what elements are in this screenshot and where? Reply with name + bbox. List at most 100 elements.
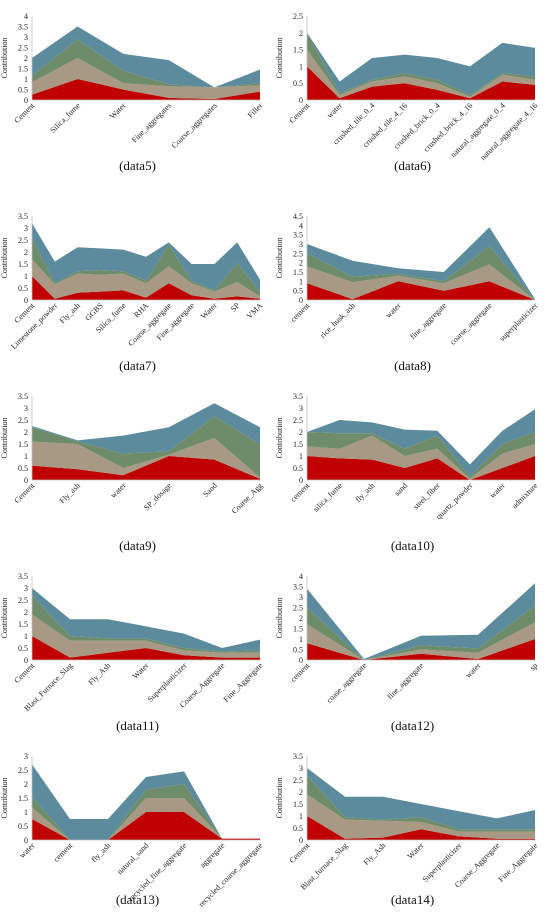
x-tick-label: Coarse_aggregates (170, 101, 219, 150)
x-tick-label: Fine_aggregates (130, 101, 173, 144)
y-tick-label: 3.5 (293, 583, 303, 592)
area-series-1 (307, 281, 535, 300)
x-tick-label: Fly_Ash (362, 841, 388, 867)
x-tick-label: SP (229, 301, 242, 314)
x-tick-label: water (488, 481, 507, 500)
chart-panel-6: 0 0.5 1 1.5 2 2.5 3 3.5 Contribution cement silica… (275, 380, 550, 560)
x-tick-label: VMA (245, 301, 265, 321)
area-series-4 (32, 403, 260, 454)
area-series-4 (307, 409, 535, 477)
area-chart: 00.511.522.533.5ContributionCementBlast_… (0, 572, 265, 713)
chart-caption: (data13) (115, 892, 160, 907)
y-tick-label: 0 (299, 96, 303, 105)
y-tick-label: 0.5 (18, 86, 28, 95)
area-series-2 (307, 264, 535, 300)
area-series-1 (307, 66, 535, 100)
y-tick-label: 1.5 (18, 65, 28, 74)
y-tick-label: 1 (24, 272, 28, 281)
y-tick-label: 1.5 (293, 625, 303, 634)
x-tick-label: Sand (201, 481, 219, 499)
area-series-4 (32, 26, 260, 88)
y-tick-label: 1 (24, 632, 28, 641)
y-tick-label: 3 (24, 752, 28, 761)
x-tick-label: natural_aggregate_4_16 (478, 101, 539, 162)
chart-panel-7: 0 0.5 1 1.5 2 2.5 3 3.5 Contribution Cement Blast_… (0, 560, 275, 740)
chart-caption: (data9) (119, 538, 156, 553)
y-axis-label: Contribution (0, 38, 9, 79)
x-tick-label: Fly_ash (58, 481, 82, 505)
chart-panel-9: 0 0.5 1 1.5 2 2.5 3 Contribution water cement fly_… (0, 740, 275, 914)
chart-panel-3: 0 0.5 1 1.5 2 2.5 3 3.5 Contribution Cement Limest… (0, 200, 275, 380)
x-tick-label: natural_sand (115, 841, 150, 876)
y-tick-label: 0 (24, 656, 28, 665)
x-tick-label: water (109, 481, 128, 500)
y-tick-label: 2.5 (293, 776, 303, 785)
y-tick-label: 1 (24, 808, 28, 817)
chart-panel-1: 0 0.5 1 1.5 2 2.5 3 3.5 4 Contribution Cement Silic… (0, 0, 275, 180)
x-tick-label: Water (131, 661, 151, 681)
chart-panel-8: 0 0.5 1 1.5 2 2.5 3 3.5 4 Contribution cement coase… (275, 560, 550, 740)
area-series-3 (32, 595, 260, 653)
y-tick-label: 1 (299, 62, 303, 71)
x-tick-label: Superplasticizer (146, 661, 189, 704)
x-tick-label: fine_aggregate (385, 661, 425, 701)
y-tick-label: 1 (299, 452, 303, 461)
y-tick-label: 3.5 (293, 392, 303, 401)
y-tick-label: 0.5 (293, 464, 303, 473)
x-tick-label: admixture (510, 481, 540, 511)
x-tick-label: Water (108, 101, 128, 121)
y-tick-label: 0 (24, 836, 28, 845)
x-tick-label: aggregate (198, 841, 227, 870)
y-tick-label: 1 (299, 812, 303, 821)
y-tick-label: 3.5 (18, 212, 28, 221)
chart-caption: (data12) (390, 718, 435, 733)
y-axis-label: Contribution (275, 238, 284, 279)
y-tick-label: 2 (24, 608, 28, 617)
chart-caption: (data10) (390, 538, 435, 553)
area-series-3 (32, 416, 260, 478)
chart-caption: (data8) (394, 358, 431, 373)
x-tick-label: Superplasticizer (421, 841, 464, 884)
y-tick-label: 2 (299, 29, 303, 38)
area-series-4 (32, 764, 260, 840)
y-tick-label: 2.5 (18, 44, 28, 53)
x-tick-label: sp (528, 661, 539, 672)
y-tick-label: 0.5 (293, 287, 303, 296)
x-tick-label: water (384, 301, 403, 320)
y-tick-label: 1.5 (293, 440, 303, 449)
y-tick-label: 1.5 (293, 46, 303, 55)
x-tick-label: Coarse_Agg (230, 481, 265, 516)
area-series-3 (307, 432, 535, 479)
y-tick-label: 0.5 (293, 646, 303, 655)
area-series-2 (307, 622, 535, 660)
area-series-1 (32, 276, 260, 300)
y-axis-label: Contribution (0, 238, 9, 279)
chart-panel-10: 0 0.5 1 1.5 2 2.5 3 3.5 Contribution Cement Blast_… (275, 740, 550, 914)
y-tick-label: 4 (24, 12, 28, 21)
y-tick-label: 0.5 (293, 824, 303, 833)
area-chart: 0 0.5 1 1.5 2 2.5 3 Contribution water cement fly_… (0, 752, 265, 909)
chart-panel-5: 0 0.5 1 1.5 2 2.5 3 3.5 Contribution Cement Fly_as… (0, 380, 275, 560)
y-tick-label: 4 (299, 221, 303, 230)
x-tick-label: water (463, 661, 482, 680)
chart-caption: (data7) (119, 358, 156, 373)
x-tick-label: Fly_ash (58, 301, 82, 325)
area-series-2 (307, 435, 535, 480)
area-series-2 (32, 798, 260, 840)
x-tick-label: fly_ash (89, 841, 112, 864)
chart-caption: (data14) (390, 892, 435, 907)
y-tick-label: 2 (299, 428, 303, 437)
area-series-3 (32, 39, 260, 88)
area-series-3 (307, 245, 535, 300)
y-tick-label: 3 (24, 404, 28, 413)
area-series-4 (32, 588, 260, 652)
x-tick-label: Fly_Ash (87, 661, 113, 687)
x-tick-label: Fine_Aggregate (497, 841, 540, 884)
y-tick-label: 0 (24, 96, 28, 105)
y-tick-label: 2 (299, 614, 303, 623)
x-tick-label: Filler (246, 101, 265, 120)
